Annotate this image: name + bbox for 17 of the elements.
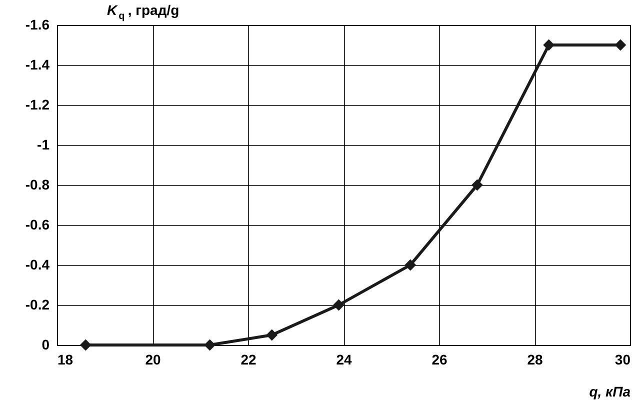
x-tick-label: 20: [145, 352, 161, 368]
x-tick-label: 30: [614, 352, 631, 368]
x-axis-title: q, кПа: [589, 384, 631, 400]
y-tick-label: 0: [42, 336, 50, 352]
x-tick-label: 28: [527, 352, 543, 368]
x-tick-label: 22: [240, 352, 256, 368]
y-tick-label: -1: [37, 136, 50, 152]
x-tick-label: 26: [432, 352, 448, 368]
y-tick-label: -0.6: [25, 216, 50, 232]
y-tick-label: -1.6: [25, 16, 50, 32]
y-tick-label: -1.4: [25, 56, 50, 72]
x-tick-label: 18: [58, 352, 74, 368]
x-tick-label: 24: [336, 352, 352, 368]
y-tick-label: -0.4: [25, 256, 50, 272]
y-tick-label: -0.8: [25, 176, 50, 192]
y-tick-label: -1.2: [25, 96, 50, 112]
y-tick-label: -0.2: [25, 296, 50, 312]
